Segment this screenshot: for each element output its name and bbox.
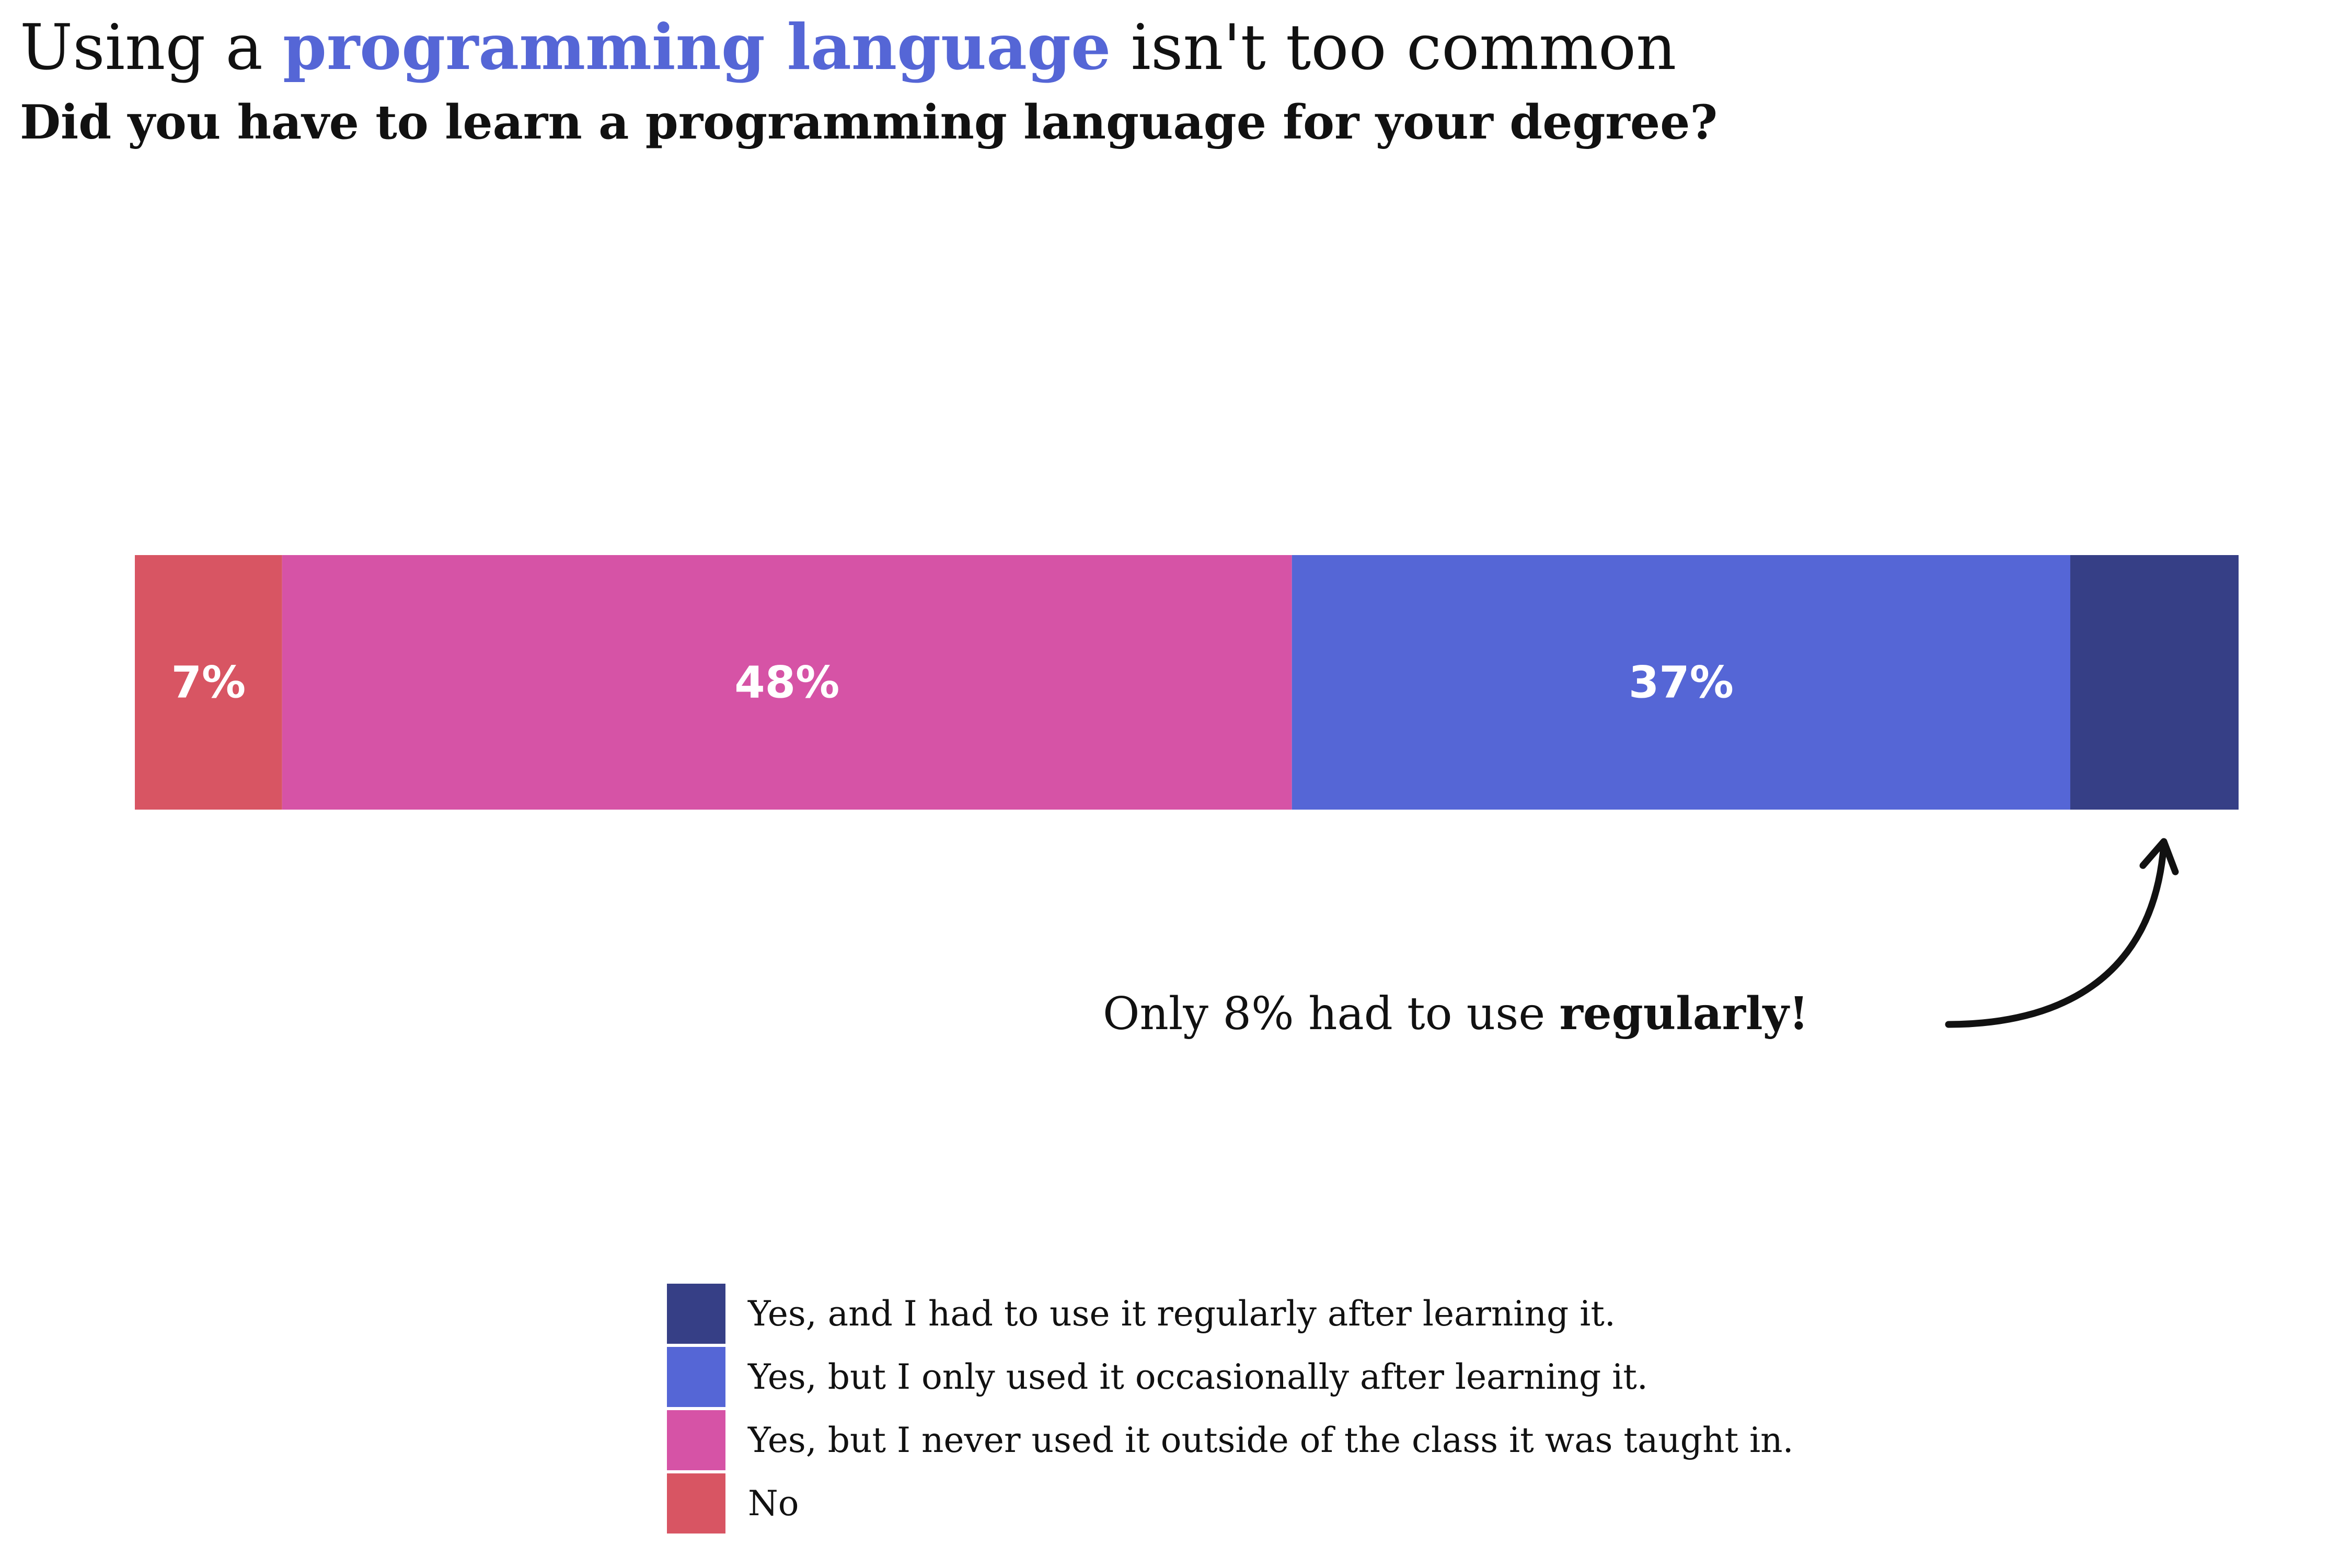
arrowhead-icon [2139,838,2179,875]
annotation-emphasis: regularly! [1559,987,1809,1040]
annotation-callout: Only 8% had to use regularly! [1103,983,1808,1045]
legend-swatch [667,1284,725,1344]
title-text-before: Using a [20,11,283,84]
title-highlight: programming language [283,10,1111,84]
annotation-arrow [1945,840,2167,1028]
bar-segment-label-2: 48% [734,657,839,708]
bar-segment-3 [1292,555,2070,810]
bar-segment-label-1: 7% [171,657,246,708]
legend-item: Yes, but I only used it occasionally aft… [667,1347,1921,1410]
legend-swatch [667,1410,725,1470]
legend-swatch [667,1473,725,1534]
chart-title: Using a programming language isn't too c… [20,8,1676,87]
bar-segment-4 [2070,555,2239,810]
legend-item: No [667,1473,1921,1537]
bar-group [135,555,2239,810]
legend-swatch [667,1347,725,1407]
bar-label-group: 7% 48% 37% [171,657,1734,708]
title-text-after: isn't too common [1111,11,1677,84]
annotation-text: Only 8% had to use [1103,988,1560,1040]
legend-label: Yes, and I had to use it regularly after… [748,1294,1616,1334]
bar-segment-2 [282,555,1292,810]
legend-item: Yes, and I had to use it regularly after… [667,1284,1921,1347]
legend-label: Yes, but I only used it occasionally aft… [748,1357,1648,1397]
chart-subtitle: Did you have to learn a programming lang… [20,95,1718,150]
legend: Yes, and I had to use it regularly after… [667,1284,1921,1537]
legend-item: Yes, but I never used it outside of the … [667,1410,1921,1473]
bar-segment-1 [135,555,282,810]
legend-label: No [748,1483,799,1524]
legend-label: Yes, but I never used it outside of the … [748,1420,1794,1460]
bar-segment-label-3: 37% [1629,657,1734,708]
stacked-bar-chart: 7% 48% 37% [135,555,2239,1028]
